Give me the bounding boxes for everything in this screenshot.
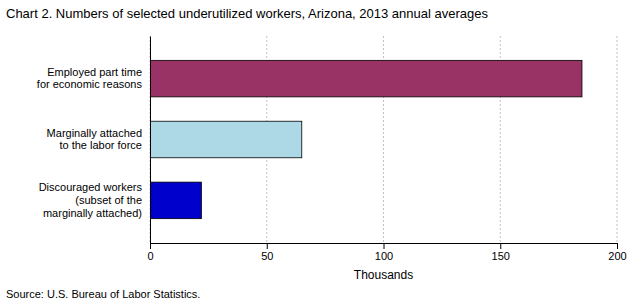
y-tick-label-line: Marginally attached [47,127,142,139]
x-tick-label: 100 [375,250,393,262]
y-tick-label: Employed part timefor economic reasons [37,66,143,91]
x-tick-mark [267,243,268,249]
x-tick-mark [617,243,618,249]
grid-line [617,36,618,243]
x-axis-line [151,244,618,250]
title: Chart 2. Numbers of selected underutiliz… [6,6,488,21]
x-tick: 0 [147,243,153,262]
x-tick-label: 200 [608,250,626,262]
y-tick-label-line: marginally attached) [43,207,142,219]
bar [150,182,201,219]
x-tick-label: 0 [147,250,153,262]
x-tick: 200 [608,243,626,262]
bar [150,121,302,158]
y-tick: Discouraged workers(subset of themargina… [39,181,143,218]
x-tick: 50 [261,243,273,262]
grid [150,36,617,243]
x-axis: 0 50 100 150 200 [147,243,626,262]
x-tick: 100 [375,243,393,262]
x-tick-mark [150,243,151,249]
y-tick-label-line: (subset of the [75,194,142,206]
y-tick: Marginally attachedto the labor force [47,127,142,152]
y-axis: Discouraged workers(subset of themargina… [37,37,151,244]
y-tick-label-line: to the labor force [59,139,142,151]
bars [150,60,582,218]
source: Source: U.S. Bureau of Labor Statistics. [6,288,200,300]
y-tick-label-line: Discouraged workers [39,181,143,193]
chart: Chart 2. Numbers of selected underutiliz… [0,0,639,305]
y-tick-label: Marginally attachedto the labor force [47,127,142,152]
x-axis-title: Thousands [354,268,413,282]
y-axis-line [150,37,151,244]
x-tick-mark [384,243,385,249]
bar [150,60,582,97]
x-tick-label: 50 [261,250,273,262]
x-tick-mark [500,243,501,249]
x-tick-label: 150 [492,250,510,262]
grid-line [150,36,151,243]
y-tick: Employed part timefor economic reasons [37,66,143,91]
y-tick-label-line: for economic reasons [37,78,143,90]
x-tick: 150 [492,243,510,262]
y-tick-label: Discouraged workers(subset of themargina… [39,181,143,218]
plot: 0 50 100 150 200 Discouraged workers(subset o… [37,36,627,262]
y-tick-label-line: Employed part time [47,66,142,78]
